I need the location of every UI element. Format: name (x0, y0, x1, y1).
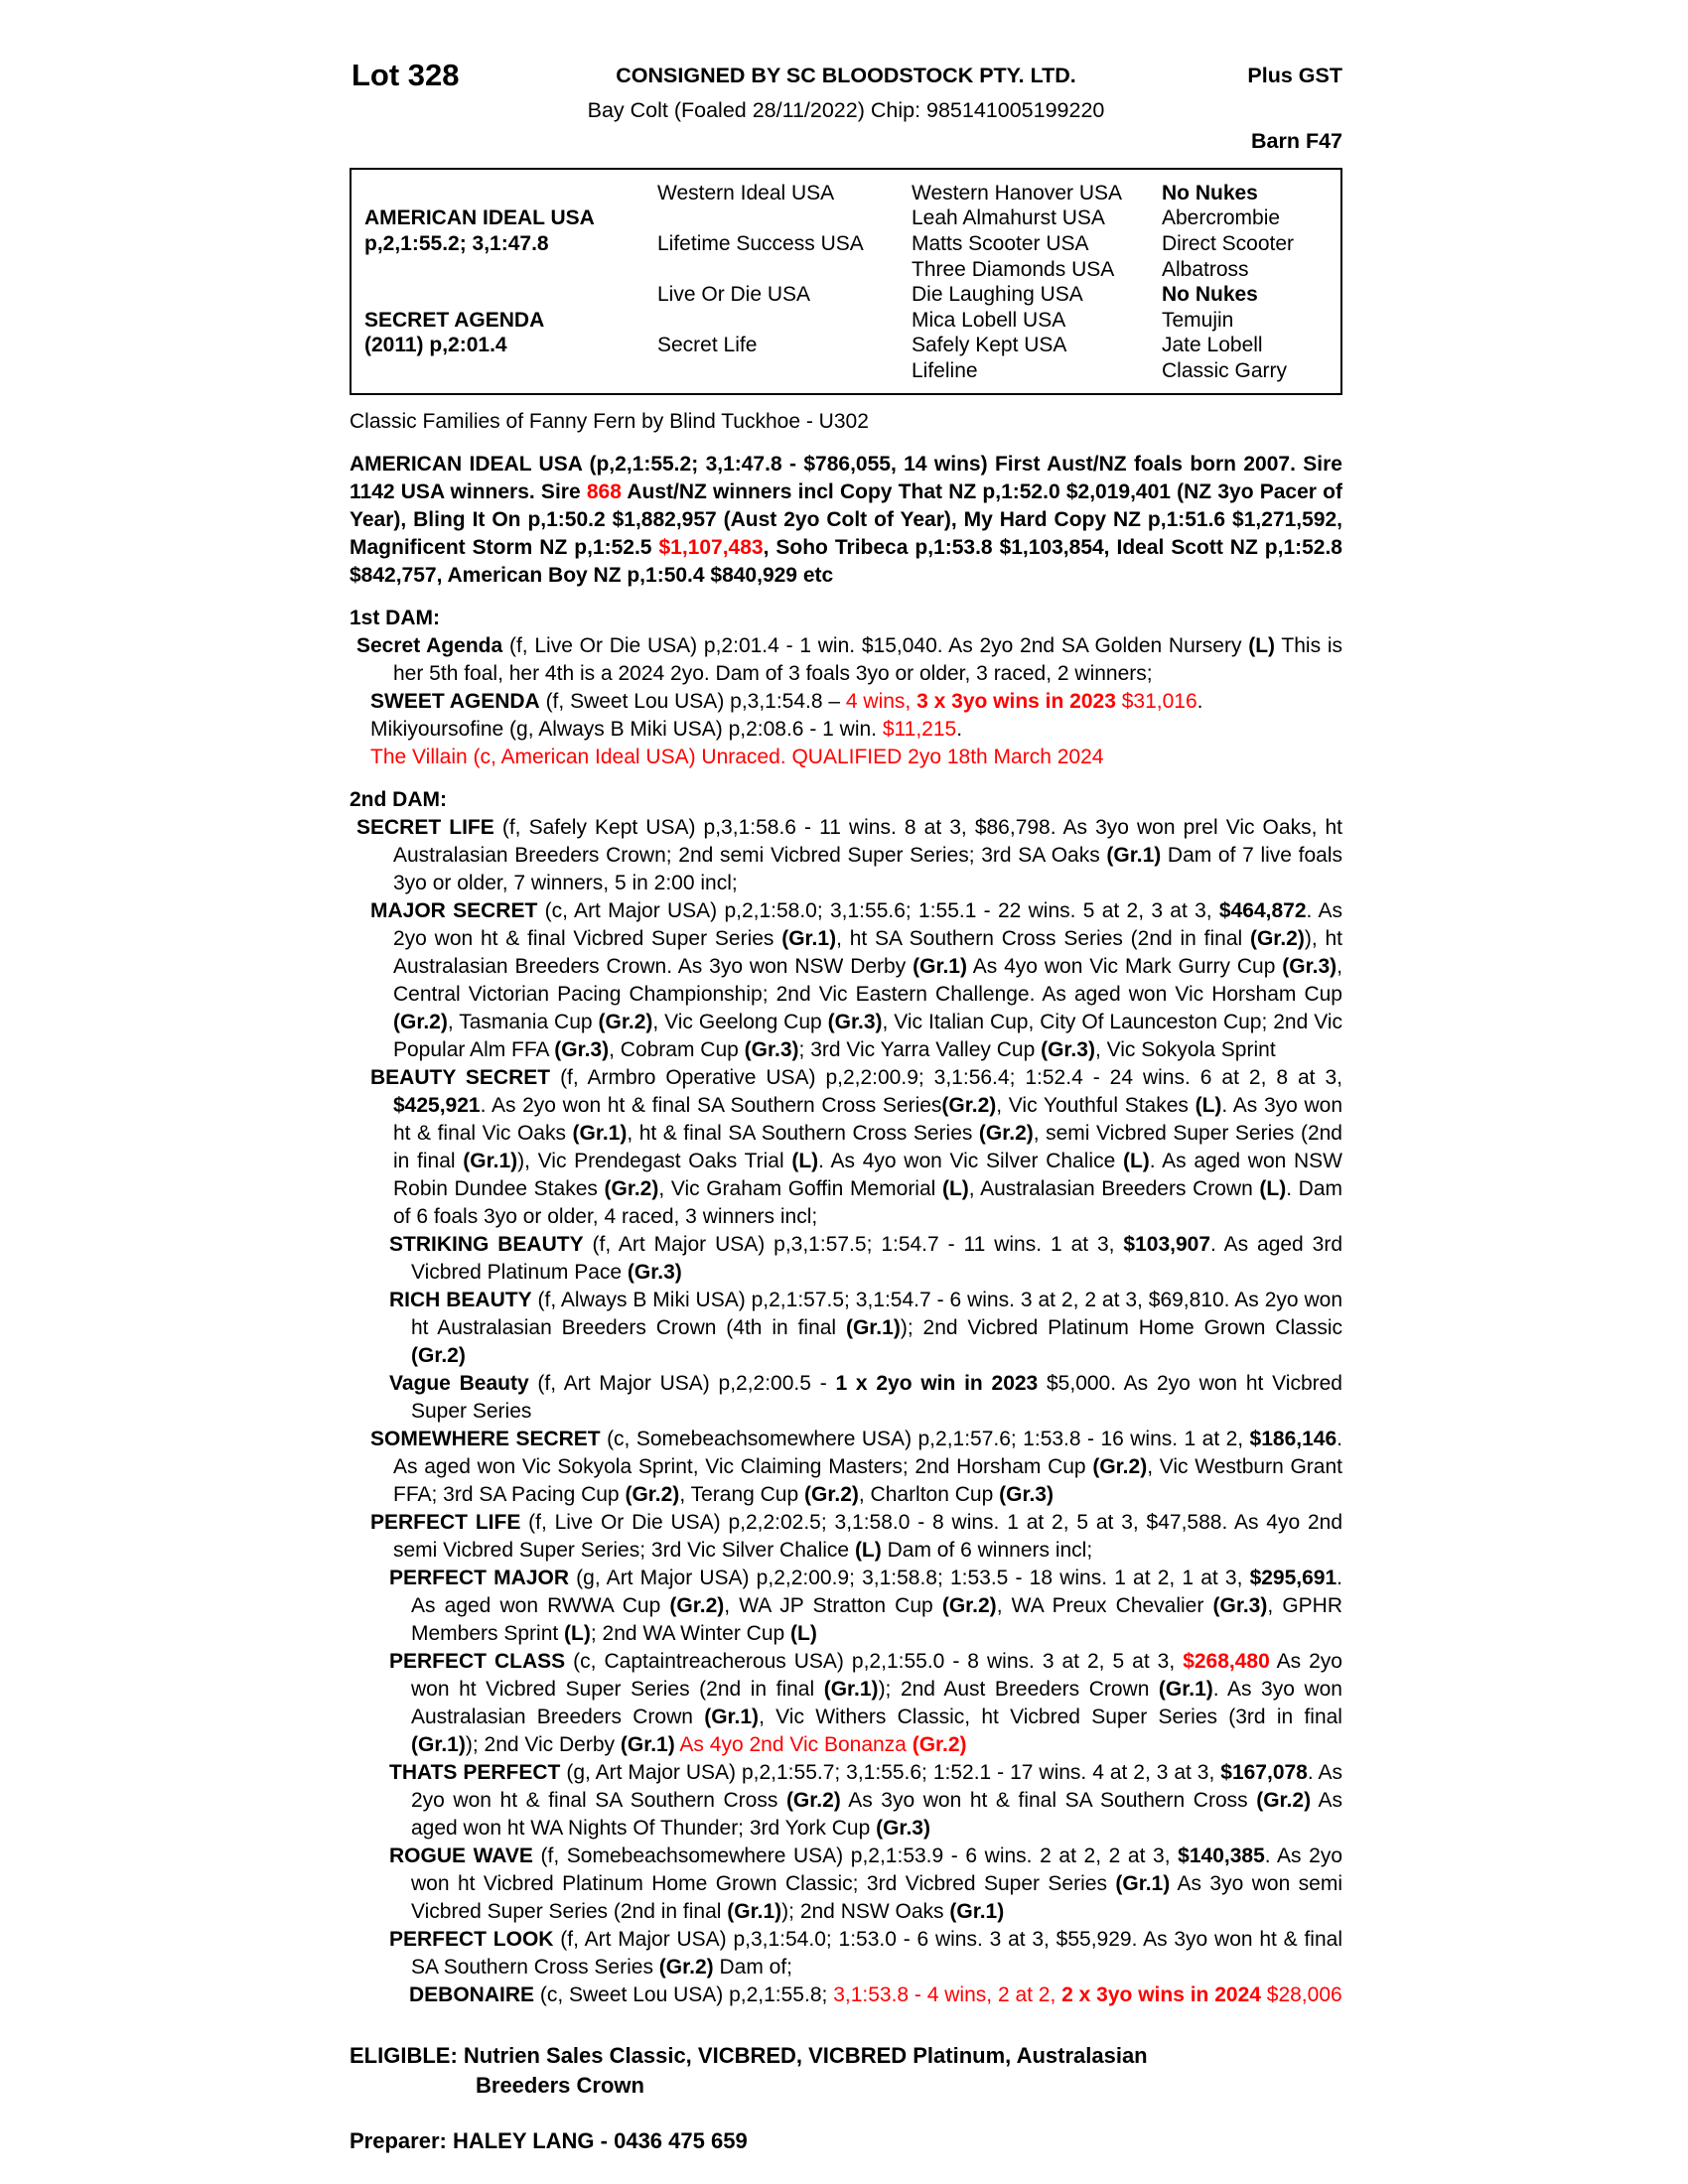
first-dam-heading: 1st DAM: (350, 606, 441, 629)
dam-record: (2011) p,2:01.4 (364, 334, 507, 357)
pedigree-entry: THATS PERFECT (g, Art Major USA) p,2,1:5… (389, 1760, 1342, 1840)
lot-number: Lot 328 (352, 58, 460, 92)
ancestor-g4: Direct Scooter (1162, 231, 1295, 255)
consignor-line: CONSIGNED BY SC BLOODSTOCK PTY. LTD. (616, 64, 1076, 87)
grandsire-sire: Western Ideal USA (657, 181, 835, 205)
pedigree-table: AMERICAN IDEAL USA p,2,1:55.2; 3,1:47.8 … (350, 168, 1342, 395)
pedigree-entry: PERFECT MAJOR (g, Art Major USA) p,2,2:0… (389, 1566, 1343, 1645)
pedigree-entry: PERFECT LOOK (f, Art Major USA) p,3,1:54… (389, 1927, 1342, 1979)
ancestor-g4: Classic Garry (1162, 358, 1288, 382)
ancestor-g3: Safely Kept USA (912, 334, 1067, 357)
page-header: Lot 328 CONSIGNED BY SC BLOODSTOCK PTY. … (350, 56, 1342, 154)
pedigree-entry: RICH BEAUTY (f, Always B Miki USA) p,2,1… (389, 1288, 1342, 1367)
second-dam-entries: SECRET LIFE (f, Safely Kept USA) p,3,1:5… (350, 814, 1342, 2009)
pedigree-entry: SECRET LIFE (f, Safely Kept USA) p,3,1:5… (356, 815, 1342, 894)
pedigree-entry: Vague Beauty (f, Art Major USA) p,2,2:00… (389, 1371, 1342, 1423)
pedigree-entry: PERFECT CLASS (c, Captaintreacherous USA… (389, 1649, 1342, 1756)
foal-details-line: Bay Colt (Foaled 28/11/2022) Chip: 98514… (587, 98, 1105, 122)
sire-summary-paragraph: AMERICAN IDEAL USA (p,2,1:55.2; 3,1:47.8… (350, 452, 1342, 587)
pedigree-entry: Mikiyoursofine (g, Always B Miki USA) p,… (370, 717, 963, 741)
classic-families-line: Classic Families of Fanny Fern by Blind … (350, 409, 869, 433)
ancestor-g4: No Nukes (1162, 283, 1258, 307)
eligible-line2: Breeders Crown (476, 2072, 644, 2098)
ancestor-g4: Abercrombie (1162, 206, 1281, 230)
sire-name: AMERICAN IDEAL USA (364, 206, 595, 230)
pedigree-entry: DEBONAIRE (c, Sweet Lou USA) p,2,1:55.8;… (409, 1982, 1342, 2006)
eligibility-statement: ELIGIBLE: Nutrien Sales Classic, VICBRED… (350, 2041, 1342, 2101)
pedigree-entry: PERFECT LIFE (f, Live Or Die USA) p,2,2:… (370, 1510, 1342, 1562)
plus-gst-label: Plus GST (1247, 64, 1342, 87)
first-dam-entries: Secret Agenda (f, Live Or Die USA) p,2:0… (350, 632, 1342, 771)
eligible-label: ELIGIBLE: (350, 2042, 458, 2068)
pedigree-entry: STRIKING BEAUTY (f, Art Major USA) p,3,1… (389, 1232, 1342, 1284)
pedigree-entry: The Villain (c, American Ideal USA) Unra… (370, 745, 1104, 768)
grandsire-dam: Lifetime Success USA (657, 231, 864, 255)
pedigree-entry: Secret Agenda (f, Live Or Die USA) p,2:0… (356, 633, 1342, 685)
pedigree-entry: MAJOR SECRET (c, Art Major USA) p,2,1:58… (370, 898, 1342, 1061)
pedigree-entry: BEAUTY SECRET (f, Armbro Operative USA) … (370, 1065, 1343, 1228)
ancestor-g3: Die Laughing USA (912, 283, 1083, 307)
granddam-sire: Live Or Die USA (657, 283, 811, 307)
ancestor-g4: Temujin (1162, 308, 1234, 332)
ancestor-g3: Matts Scooter USA (912, 231, 1089, 255)
eligible-line1: Nutrien Sales Classic, VICBRED, VICBRED … (463, 2042, 1148, 2068)
ancestor-g4: Jate Lobell (1162, 334, 1263, 357)
sire-record: p,2,1:55.2; 3,1:47.8 (364, 231, 549, 255)
page-content: Lot 328 CONSIGNED BY SC BLOODSTOCK PTY. … (350, 56, 1342, 2184)
pedigree-entry: ROGUE WAVE (f, Somebeachsomewhere USA) p… (389, 1843, 1343, 1923)
ancestor-g4: Albatross (1162, 257, 1249, 281)
ancestor-g3: Leah Almahurst USA (912, 206, 1105, 230)
ancestor-g3: Western Hanover USA (912, 181, 1123, 205)
ancestor-g3: Lifeline (912, 358, 978, 382)
second-dam-heading: 2nd DAM: (350, 787, 447, 811)
ancestor-g3: Three Diamonds USA (912, 257, 1115, 281)
granddam-dam: Secret Life (657, 334, 758, 357)
dam-name: SECRET AGENDA (364, 308, 545, 332)
ancestor-g3: Mica Lobell USA (912, 308, 1066, 332)
pedigree-entry: SOMEWHERE SECRET (c, Somebeachsomewhere … (370, 1427, 1342, 1506)
header-row-1: Lot 328 CONSIGNED BY SC BLOODSTOCK PTY. … (350, 56, 1342, 95)
preparer-line: Preparer: HALEY LANG - 0436 475 659 (350, 2127, 748, 2153)
ancestor-g4: No Nukes (1162, 181, 1258, 205)
barn-label: Barn F47 (1250, 129, 1342, 153)
pedigree-entry: SWEET AGENDA (f, Sweet Lou USA) p,3,1:54… (370, 689, 1203, 713)
